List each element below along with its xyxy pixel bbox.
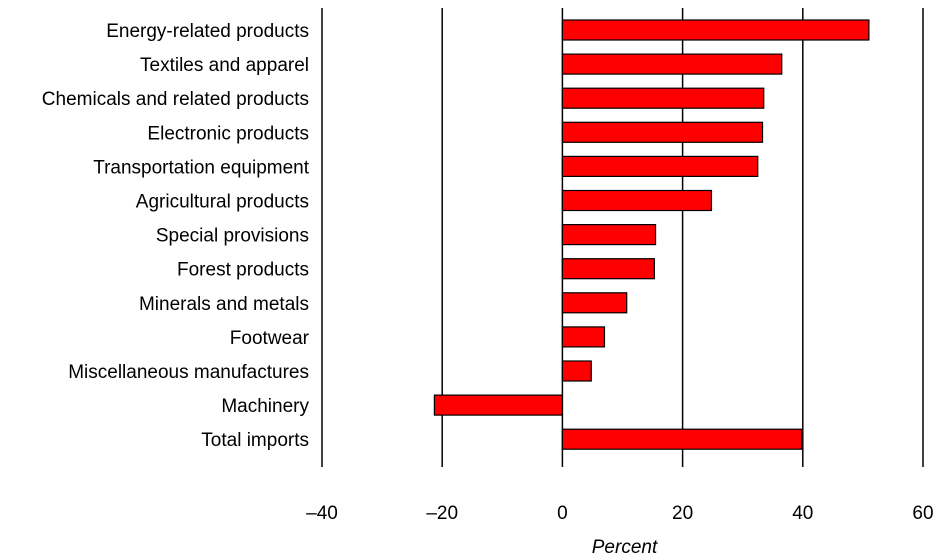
category-label: Transportation equipment bbox=[93, 157, 310, 178]
bar bbox=[561, 224, 657, 246]
bar bbox=[561, 326, 606, 348]
category-label: Energy-related products bbox=[106, 21, 309, 42]
x-tick-label: 60 bbox=[912, 503, 933, 524]
x-tick-label: 0 bbox=[557, 503, 568, 524]
bar bbox=[561, 87, 765, 109]
bar bbox=[561, 258, 655, 280]
bar bbox=[561, 189, 713, 212]
x-tick-label: 20 bbox=[672, 503, 693, 524]
x-tick-labels: –40 –20 0 20 40 60 bbox=[306, 503, 933, 524]
category-label: Textiles and apparel bbox=[140, 55, 309, 76]
category-label: Agricultural products bbox=[136, 192, 309, 213]
category-label: Footwear bbox=[230, 328, 310, 349]
bar bbox=[561, 121, 764, 143]
category-label: Forest products bbox=[177, 260, 309, 281]
bar bbox=[561, 155, 759, 177]
bar bbox=[561, 53, 783, 75]
bar bbox=[561, 292, 628, 314]
category-label: Special provisions bbox=[156, 226, 309, 247]
category-labels: Energy-related products Textiles and appa… bbox=[42, 21, 310, 451]
bar bbox=[561, 19, 870, 41]
bar bbox=[561, 428, 803, 450]
x-axis-title: Percent bbox=[592, 537, 658, 558]
x-tick-label: 40 bbox=[792, 503, 813, 524]
category-label: Total imports bbox=[201, 430, 309, 451]
bar bbox=[433, 394, 563, 416]
category-label: Miscellaneous manufactures bbox=[68, 362, 309, 383]
category-label: Chemicals and related products bbox=[42, 89, 309, 110]
category-label: Electronic products bbox=[147, 123, 309, 144]
bars bbox=[433, 19, 870, 450]
bar bbox=[561, 360, 592, 382]
category-label: Machinery bbox=[221, 396, 309, 417]
x-tick-label: –20 bbox=[426, 503, 458, 524]
x-tick-label: –40 bbox=[306, 503, 338, 524]
category-label: Minerals and metals bbox=[139, 294, 309, 315]
